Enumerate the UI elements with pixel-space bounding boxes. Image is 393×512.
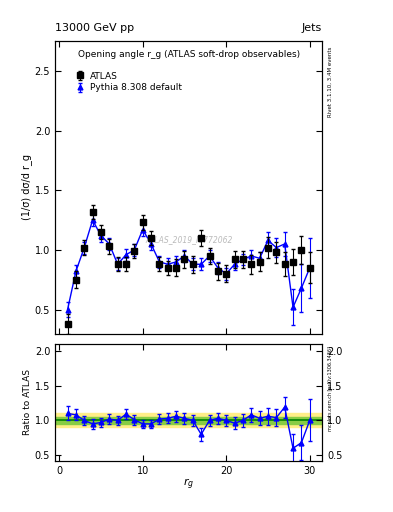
- Legend: ATLAS, Pythia 8.308 default: ATLAS, Pythia 8.308 default: [70, 69, 185, 95]
- Text: 13000 GeV pp: 13000 GeV pp: [55, 23, 134, 33]
- Text: mcplots.cern.ch [arXiv:1306.3436]: mcplots.cern.ch [arXiv:1306.3436]: [328, 346, 333, 431]
- X-axis label: $r_g$: $r_g$: [183, 477, 194, 493]
- Text: Rivet 3.1.10, 3.4M events: Rivet 3.1.10, 3.4M events: [328, 47, 333, 117]
- Y-axis label: (1/σ) dσ/d r_g: (1/σ) dσ/d r_g: [21, 154, 32, 220]
- Y-axis label: Ratio to ATLAS: Ratio to ATLAS: [23, 369, 32, 435]
- Text: Opening angle r_g (ATLAS soft-drop observables): Opening angle r_g (ATLAS soft-drop obser…: [77, 50, 300, 59]
- Bar: [55, 413, 322, 428]
- Text: Jets: Jets: [302, 23, 322, 33]
- Text: ATLAS_2019_I1772062: ATLAS_2019_I1772062: [145, 236, 232, 244]
- Bar: [55, 417, 322, 424]
